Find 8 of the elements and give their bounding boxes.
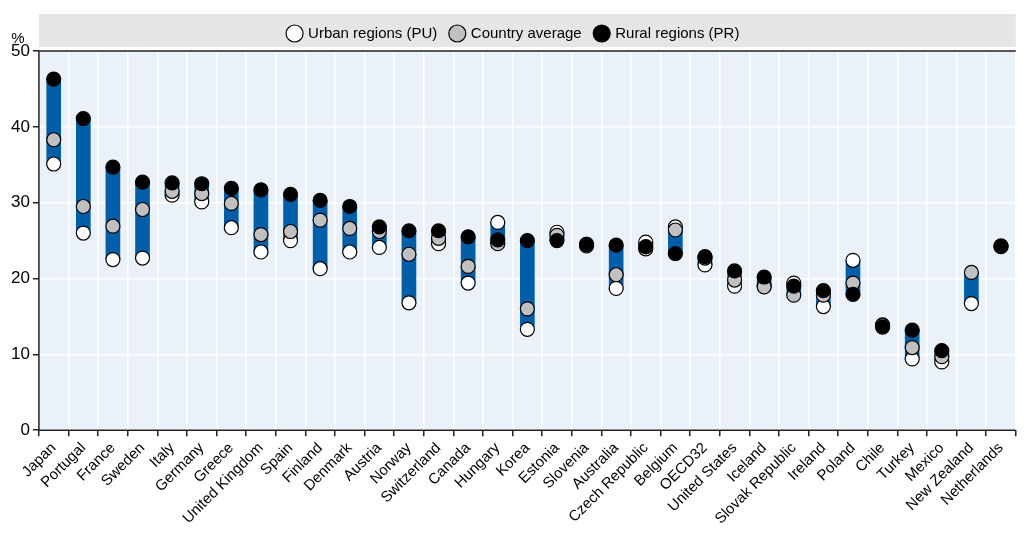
- y-tick-label: 40: [10, 116, 30, 136]
- y-tick-label: 0: [20, 419, 30, 439]
- legend-label: Country average: [470, 23, 582, 41]
- legend-label: Rural regions (PR): [615, 23, 740, 41]
- y-tick-label: 30: [10, 192, 30, 212]
- legend-label: Urban regions (PU): [308, 23, 438, 41]
- y-tick-label: 10: [10, 344, 30, 364]
- y-tick-label: 20: [10, 268, 30, 288]
